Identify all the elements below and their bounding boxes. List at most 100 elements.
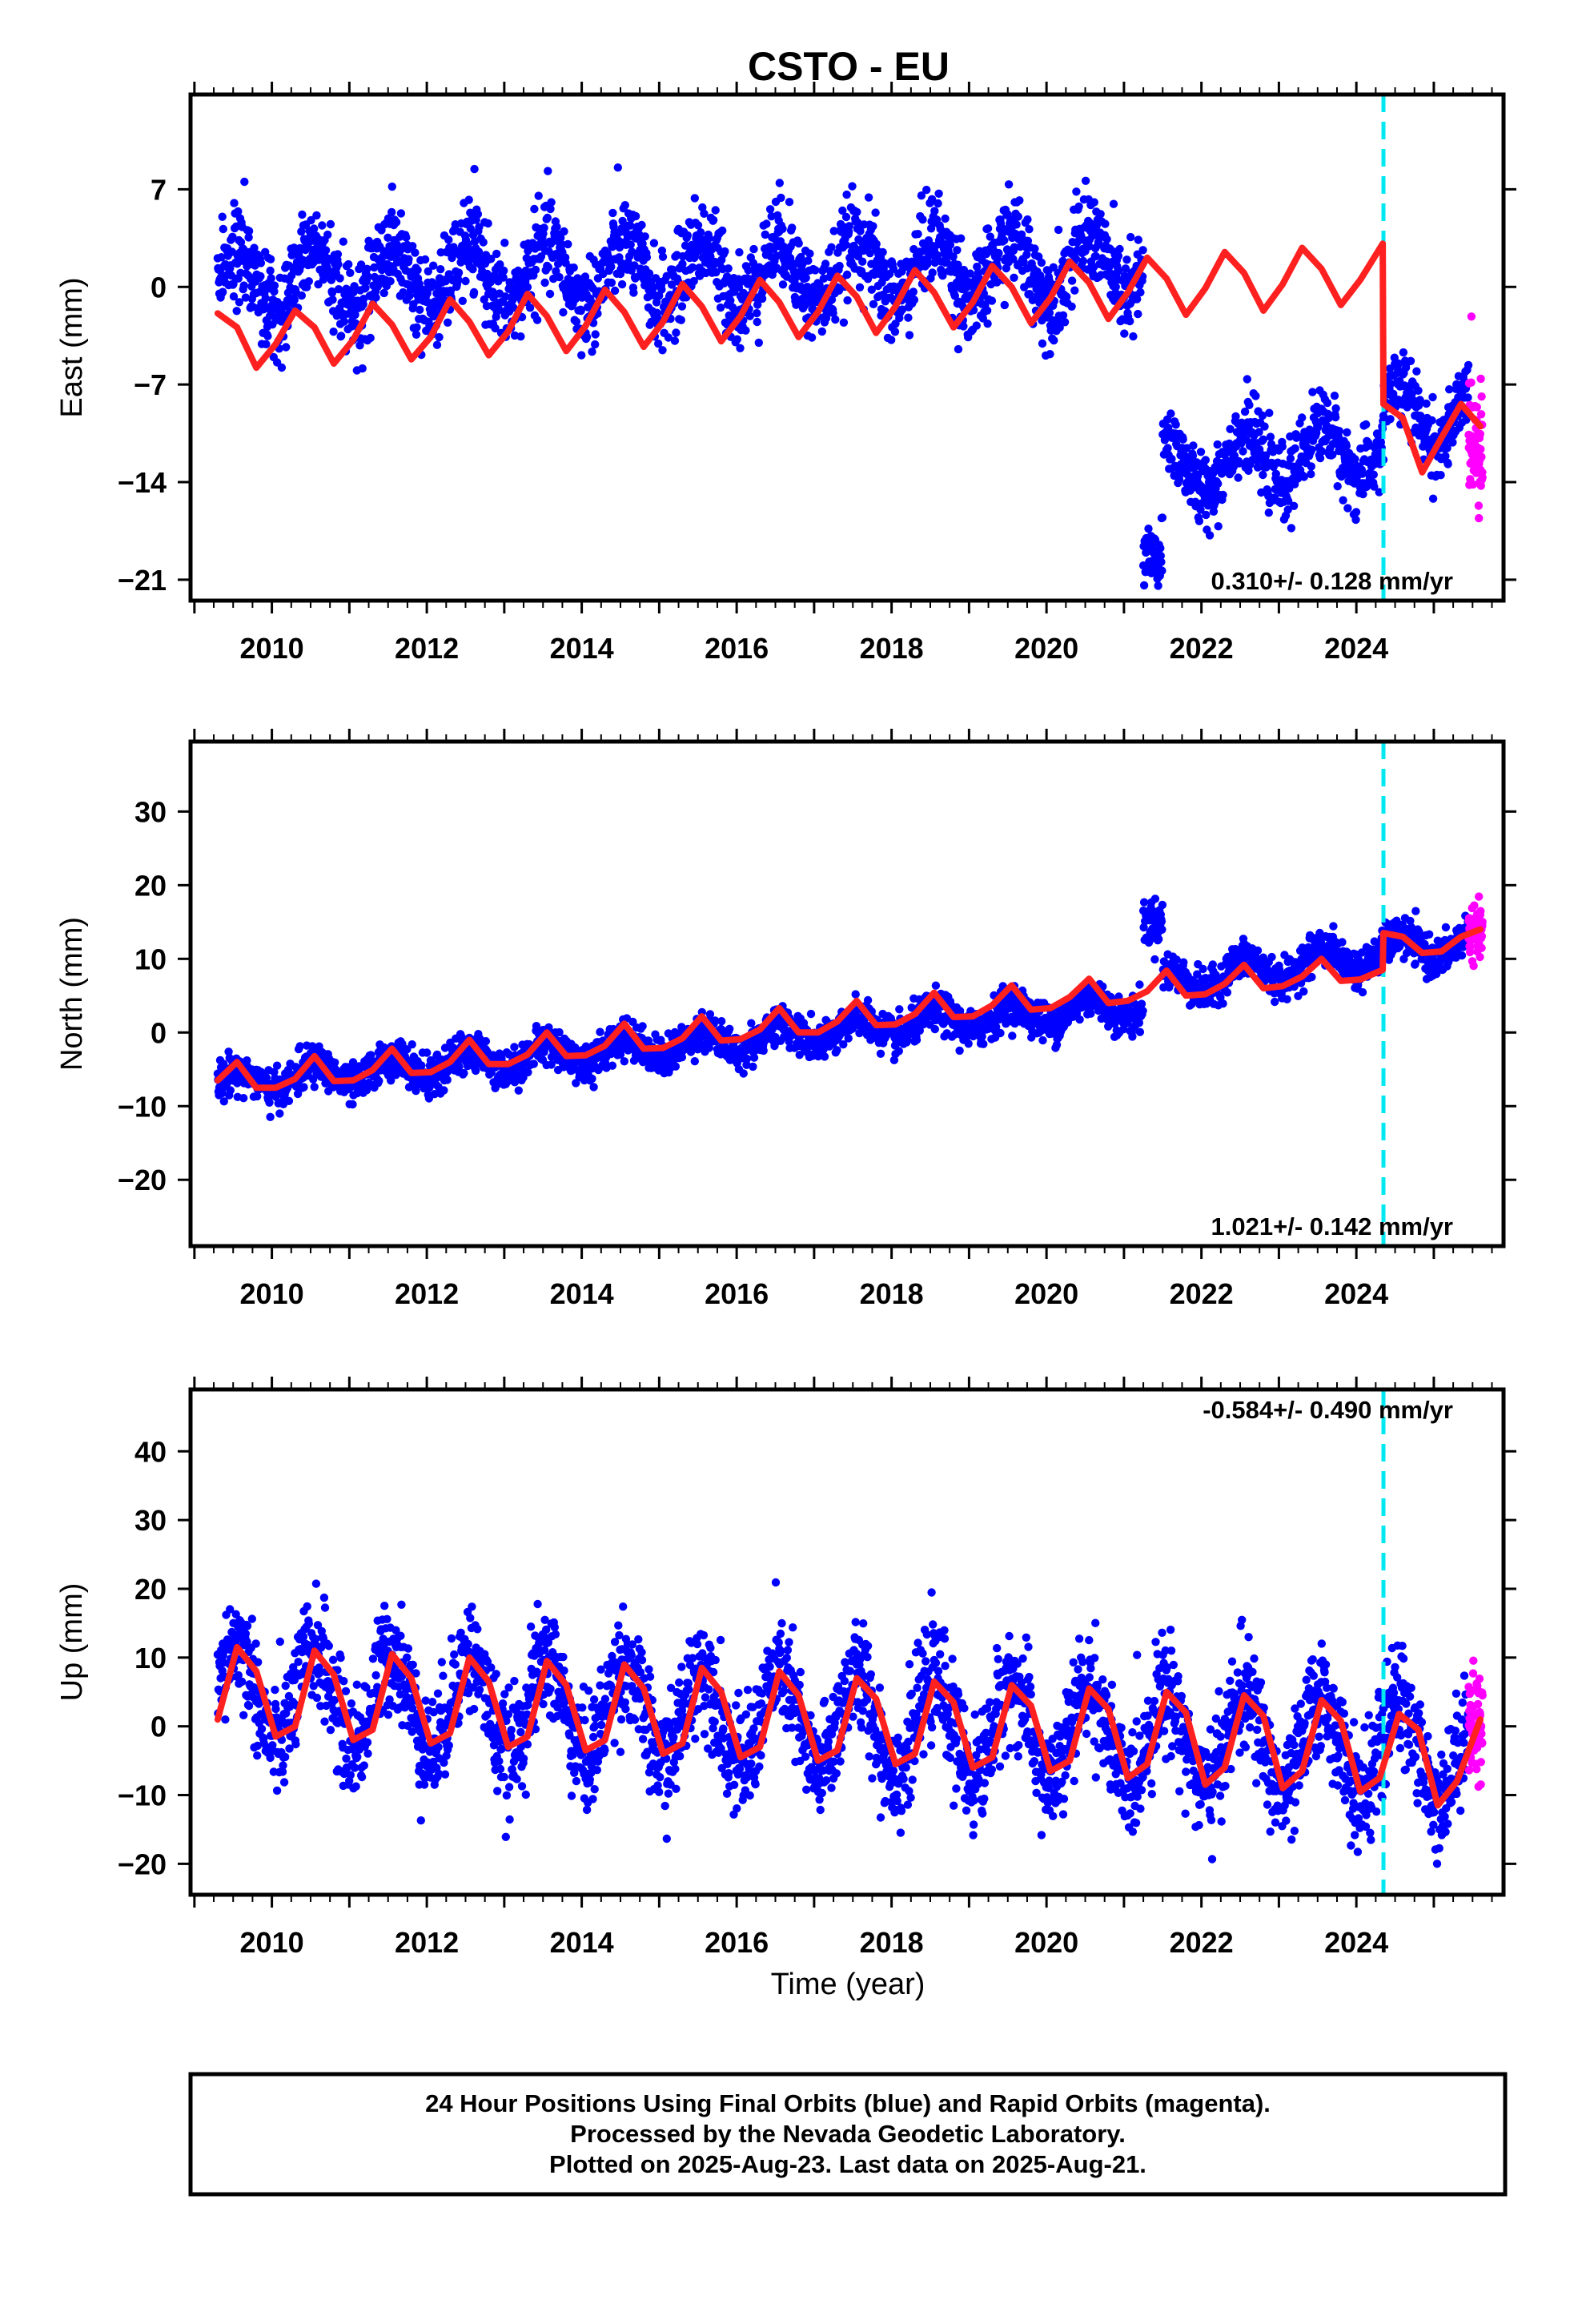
north-data-point — [348, 1100, 357, 1109]
east-data-point — [817, 327, 826, 336]
east-data-point — [1133, 295, 1142, 304]
east-data-point — [319, 275, 328, 284]
east-data-point — [1111, 283, 1120, 292]
east-data-point — [464, 239, 472, 249]
east-data-point — [1054, 225, 1063, 235]
east-x-tick-label: 2014 — [550, 632, 614, 665]
east-data-point — [841, 240, 850, 249]
east-data-point — [1022, 250, 1031, 259]
east-data-point — [887, 336, 896, 344]
east-data-point — [509, 304, 518, 312]
east-data-point — [1023, 236, 1033, 245]
north-data-point — [472, 1066, 480, 1076]
east-data-point — [501, 292, 510, 301]
east-data-point — [1182, 444, 1191, 452]
east-data-point — [778, 224, 787, 233]
north-data-point — [915, 1026, 925, 1035]
north-data-point — [408, 1040, 416, 1049]
east-data-point — [1070, 286, 1079, 295]
east-data-point — [572, 317, 581, 326]
north-data-point — [253, 1092, 262, 1101]
east-data-point — [1154, 581, 1162, 590]
east-data-point — [230, 199, 239, 207]
east-data-point — [928, 268, 937, 277]
north-data-point — [742, 1054, 752, 1063]
east-data-point — [831, 315, 840, 324]
east-data-point — [658, 346, 667, 355]
north-data-point — [705, 1043, 713, 1052]
east-data-point — [307, 215, 315, 225]
east-data-point — [1049, 263, 1058, 271]
east-data-point — [1441, 452, 1450, 460]
east-data-point — [1278, 442, 1287, 451]
east-data-point — [878, 247, 887, 257]
east-data-point — [1428, 392, 1437, 402]
east-data-point — [1307, 462, 1316, 471]
east-data-point — [334, 259, 343, 269]
east-data-point — [677, 302, 687, 311]
east-data-point — [534, 191, 543, 200]
east-data-point — [950, 292, 960, 300]
east-data-point — [631, 211, 640, 221]
east-data-point — [1375, 488, 1383, 497]
north-data-point — [717, 1017, 726, 1026]
north-data-point — [362, 1086, 371, 1095]
east-data-point — [564, 239, 572, 249]
east-data-point — [721, 247, 729, 256]
east-data-point — [690, 194, 699, 203]
east-data-point — [1258, 411, 1267, 420]
east-data-point — [1476, 410, 1486, 419]
north-data-point — [759, 1046, 768, 1055]
east-data-point — [942, 258, 951, 267]
east-data-point — [1166, 409, 1175, 418]
east-data-point — [1477, 392, 1486, 401]
east-data-point — [412, 330, 421, 339]
north-data-point — [423, 1048, 432, 1057]
east-rate-label: 0.310+/- 0.128 mm/yr — [1211, 567, 1453, 595]
east-data-point — [591, 330, 600, 339]
east-data-point — [745, 312, 754, 320]
east-data-point — [1427, 416, 1436, 425]
east-data-point — [326, 219, 335, 229]
east-data-point — [954, 344, 963, 354]
east-data-point — [662, 271, 671, 280]
east-data-point — [1271, 469, 1281, 478]
north-data-point — [265, 1098, 274, 1108]
east-data-point — [1091, 251, 1101, 261]
east-data-point — [667, 280, 677, 289]
east-data-point — [1464, 393, 1472, 402]
east-data-point — [1090, 198, 1098, 207]
east-data-point — [525, 304, 535, 312]
east-data-point — [336, 332, 346, 340]
east-data-point — [1265, 408, 1274, 417]
east-data-point — [1472, 403, 1482, 412]
east-data-point — [545, 289, 555, 299]
east-data-point — [1407, 389, 1416, 398]
east-data-point — [420, 255, 430, 264]
east-data-point — [983, 320, 992, 328]
east-data-point — [917, 191, 926, 200]
north-data-point — [813, 1051, 823, 1061]
east-data-point — [561, 259, 570, 267]
north-data-point — [979, 1039, 988, 1048]
north-data-point — [912, 1035, 921, 1044]
east-data-point — [821, 314, 831, 323]
east-data-point — [298, 210, 307, 219]
east-data-point — [1156, 551, 1166, 561]
east-data-point — [1158, 566, 1166, 575]
east-data-point — [299, 255, 307, 264]
east-data-point — [240, 177, 249, 187]
east-data-point — [1129, 332, 1138, 341]
north-data-point — [747, 1019, 756, 1027]
east-data-point — [582, 332, 592, 341]
east-data-point — [239, 281, 248, 290]
east-data-point — [544, 167, 552, 175]
east-data-point — [1369, 470, 1379, 479]
north-data-point — [219, 1097, 228, 1106]
east-data-point — [1259, 435, 1268, 444]
east-data-point — [1219, 490, 1227, 500]
east-data-point — [1178, 435, 1187, 444]
east-data-point — [905, 331, 914, 340]
east-data-point — [371, 293, 380, 302]
east-data-point — [807, 333, 817, 342]
